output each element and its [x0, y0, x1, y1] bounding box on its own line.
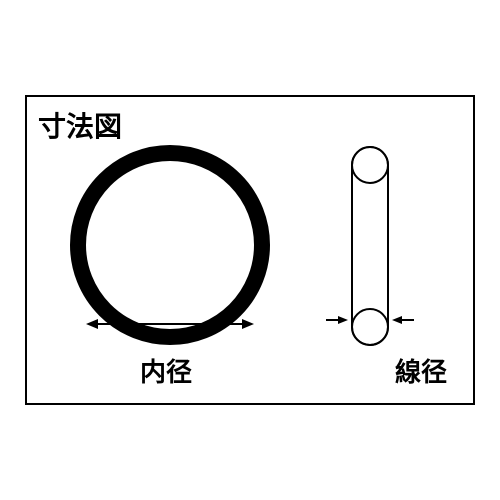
wire-diameter-line-right: [400, 319, 414, 321]
inner-diameter-arrow-right: [242, 319, 254, 329]
wire-diameter-arrow-right: [392, 316, 402, 324]
oring-front-view: [70, 145, 270, 345]
inner-diameter-line: [96, 323, 244, 325]
diagram-title: 寸法図: [38, 105, 122, 145]
oring-cross-section: [340, 146, 400, 346]
inner-diameter-label: 内径: [140, 352, 192, 389]
inner-diameter-arrow-left: [86, 319, 98, 329]
wire-diameter-label: 線径: [395, 352, 447, 389]
wire-diameter-arrow-left: [338, 316, 348, 324]
